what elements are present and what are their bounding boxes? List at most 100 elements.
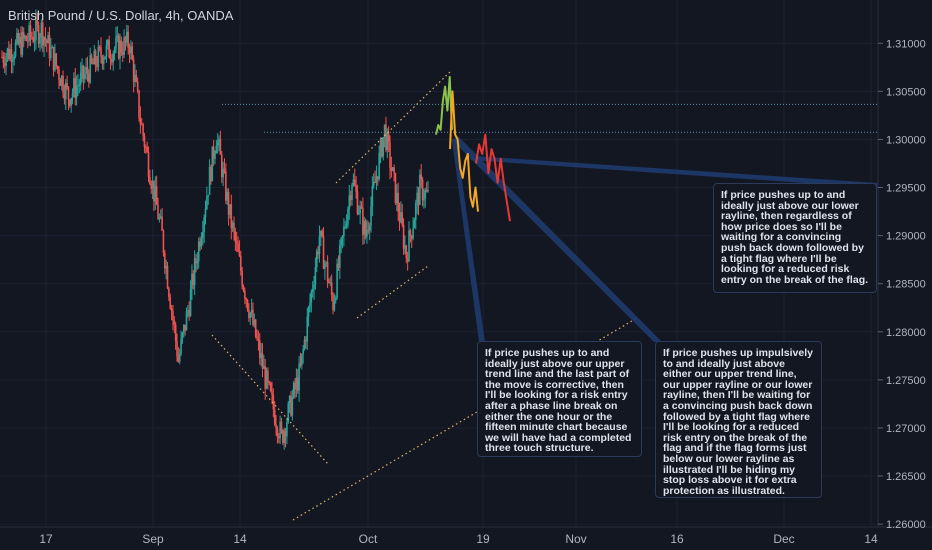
candle-body	[299, 363, 302, 366]
candle-body	[50, 48, 52, 59]
candle-body	[74, 78, 77, 98]
candle-body	[265, 370, 268, 389]
candle-body	[314, 267, 317, 285]
candle-body	[102, 59, 105, 65]
candle-body	[295, 377, 298, 390]
candle-body	[97, 47, 100, 68]
y-tick-label: 1.28000	[886, 327, 926, 339]
projection-red-path	[475, 133, 511, 222]
candle-body	[258, 340, 261, 359]
candle-body	[107, 40, 109, 45]
candle-body	[405, 245, 408, 259]
candle-body	[149, 176, 151, 185]
candle-body	[315, 251, 318, 268]
candle-body	[63, 93, 66, 100]
candle-body	[383, 124, 386, 138]
candle-body	[70, 97, 72, 106]
candle-body	[116, 35, 119, 38]
candle-body	[12, 59, 14, 63]
candle-body	[6, 48, 9, 57]
callout-impulsive-push: If price pushes up impulsively to and id…	[655, 341, 822, 498]
candle-body	[263, 366, 265, 369]
y-tick-label: 1.26000	[886, 519, 926, 531]
y-tick-label: 1.28500	[886, 279, 926, 291]
candle-body	[71, 92, 74, 98]
candle-body	[277, 436, 280, 439]
candle-body	[85, 66, 87, 74]
candle-body	[199, 241, 201, 247]
callout-upper-trendline: If price pushes up to and ideally just a…	[477, 341, 642, 457]
candle-body	[395, 192, 398, 203]
candle-body	[121, 52, 124, 55]
candle-body	[248, 310, 250, 319]
candle-body	[90, 55, 93, 62]
callout-pointer	[452, 138, 485, 342]
candle-body	[254, 319, 257, 338]
candle-body	[370, 205, 372, 226]
candle-body	[36, 20, 39, 26]
candle-body	[425, 190, 428, 192]
candle-body	[358, 213, 360, 215]
candle-body	[130, 46, 132, 54]
candle-body	[408, 230, 410, 262]
candle-body	[269, 383, 272, 392]
candle-body	[119, 40, 121, 59]
candle-body	[73, 78, 75, 93]
candle-body	[62, 75, 64, 94]
candle-body	[321, 230, 323, 237]
time-axis[interactable]: 17 Sep 14 Oct 19 Nov 16 Dec 14	[39, 532, 878, 546]
candle-body	[366, 230, 368, 237]
candle-body	[318, 236, 321, 255]
candle-body	[287, 403, 290, 423]
candle-body	[290, 395, 292, 416]
candle-body	[344, 226, 347, 228]
candle-body	[182, 324, 185, 333]
candle-body	[417, 192, 420, 205]
candle-body	[362, 208, 364, 235]
candle-body	[18, 36, 21, 44]
candle-body	[310, 291, 313, 303]
candle-body	[101, 56, 104, 65]
candle-body	[172, 310, 174, 321]
candle-body	[219, 138, 222, 155]
candle-body	[356, 191, 359, 214]
candle-body	[279, 421, 281, 439]
candle-body	[322, 236, 325, 269]
candle-body	[16, 33, 18, 43]
chart-title: British Pound / U.S. Dollar, 4h, OANDA	[8, 8, 234, 23]
price-axis[interactable]: 1.31000 1.30500 1.30000 1.29500 1.29000 1.285…	[878, 38, 926, 531]
candle-body	[117, 35, 120, 59]
candle-body	[177, 356, 180, 362]
candle-body	[412, 228, 414, 239]
candle-body	[104, 56, 106, 60]
candle-body	[275, 424, 277, 429]
candle-body	[377, 176, 379, 180]
candle-body	[185, 311, 188, 331]
candle-body	[45, 40, 48, 44]
candle-body	[307, 307, 310, 317]
candle-body	[112, 53, 115, 63]
candle-body	[393, 167, 395, 173]
candle-body	[3, 62, 6, 67]
candle-body	[375, 176, 378, 183]
horizontal-levels	[222, 103, 878, 133]
candle-body	[111, 60, 113, 63]
candle-body	[60, 75, 63, 86]
candle-body	[193, 258, 196, 285]
candle-body	[406, 258, 409, 262]
candle-body	[215, 145, 218, 154]
candle-body	[108, 40, 110, 58]
candle-body	[66, 83, 68, 87]
candle-body	[237, 243, 239, 252]
candle-body	[25, 36, 28, 41]
candle-body	[170, 308, 173, 311]
candle-body	[155, 186, 158, 205]
candle-body	[343, 226, 345, 236]
candle-body	[173, 320, 176, 325]
candle-body	[391, 167, 394, 171]
y-tick-label: 1.30500	[886, 86, 926, 98]
candle-body	[302, 348, 304, 354]
candle-body	[225, 171, 227, 201]
candle-body	[94, 50, 97, 65]
candle-body	[239, 255, 242, 272]
